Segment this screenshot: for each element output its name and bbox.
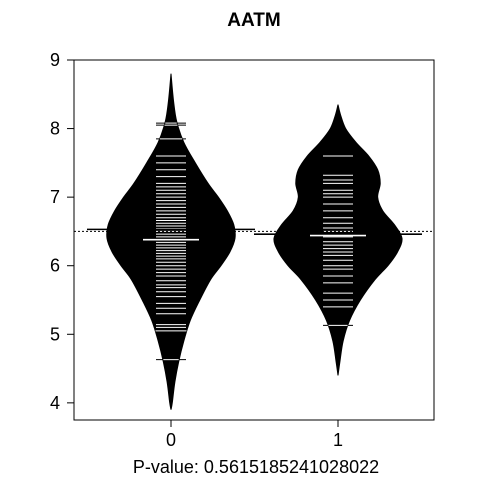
plot-frame — [73, 59, 435, 421]
bean-group-1 — [254, 104, 422, 376]
x-tick-label: 0 — [166, 430, 176, 450]
chart-title: AATM — [227, 10, 280, 31]
beans-layer — [87, 73, 422, 410]
y-tick-label: 4 — [50, 393, 60, 413]
bean-shape-1 — [273, 104, 403, 376]
y-tick-label: 8 — [50, 119, 60, 139]
y-tick-label: 7 — [50, 187, 60, 207]
bean-group-0 — [87, 73, 255, 410]
y-tick-label: 9 — [50, 50, 60, 70]
axes-layer: 4 5 6 7 8 9 0 1 — [50, 50, 435, 450]
y-tick-label: 6 — [50, 256, 60, 276]
y-tick-label: 5 — [50, 324, 60, 344]
x-axis-label: P-value: 0.5615185241028022 — [133, 457, 379, 477]
bean-shape-0 — [106, 73, 236, 410]
x-tick-label: 1 — [333, 430, 343, 450]
